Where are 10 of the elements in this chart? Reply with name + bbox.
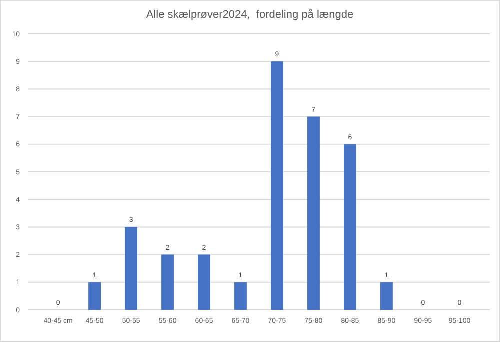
bar	[380, 282, 393, 310]
bar	[198, 254, 210, 310]
bar	[125, 227, 138, 310]
bar	[88, 282, 101, 310]
bar	[271, 62, 284, 310]
bar	[308, 116, 320, 310]
bar	[162, 254, 174, 310]
chart-title: Alle skælprøver2024, fordeling på længde	[146, 9, 354, 21]
bar	[344, 144, 356, 310]
bar	[234, 282, 247, 310]
